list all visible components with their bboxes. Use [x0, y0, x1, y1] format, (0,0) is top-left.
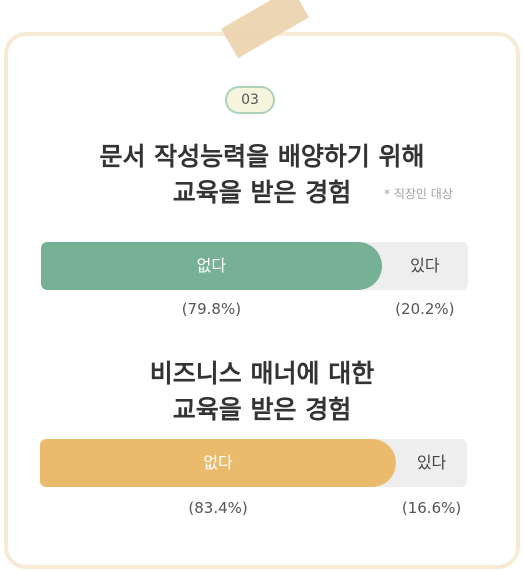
chart-2-title: 비즈니스 매너에 대한 교육을 받은 경험: [0, 356, 524, 428]
chart-1-bar-track: 없다 있다: [41, 242, 468, 290]
chart-2-title-line1: 비즈니스 매너에 대한: [149, 359, 375, 388]
chart-1-title: 문서 작성능력을 배양하기 위해 교육을 받은 경험: [0, 139, 524, 211]
chart-1-pct-none: (79.8%): [181, 300, 242, 318]
chart-1-note: * 직장인 대상: [384, 187, 453, 201]
chart-2-bar-fill-none: [40, 439, 397, 487]
section-number-badge: 03: [225, 86, 275, 114]
chart-2-bar-track: 없다 있다: [40, 439, 467, 487]
chart-1-title-line2: 교육을 받은 경험: [172, 178, 352, 207]
chart-1-title-line1: 문서 작성능력을 배양하기 위해: [99, 142, 425, 171]
chart-1-bar-label-none: 없다: [196, 256, 227, 275]
chart-2-bar-label-yes: 있다: [416, 453, 447, 472]
chart-1-bar-fill-none: [41, 242, 382, 290]
chart-2-pct-yes: (16.6%): [401, 499, 462, 517]
chart-1-pct-yes: (20.2%): [395, 300, 455, 318]
chart-2-title-line2: 교육을 받은 경험: [172, 395, 352, 424]
chart-1-bar-label-yes: 있다: [410, 256, 440, 275]
chart-2-pct-none: (83.4%): [188, 499, 248, 517]
chart-2-bar-label-none: 없다: [203, 453, 233, 472]
